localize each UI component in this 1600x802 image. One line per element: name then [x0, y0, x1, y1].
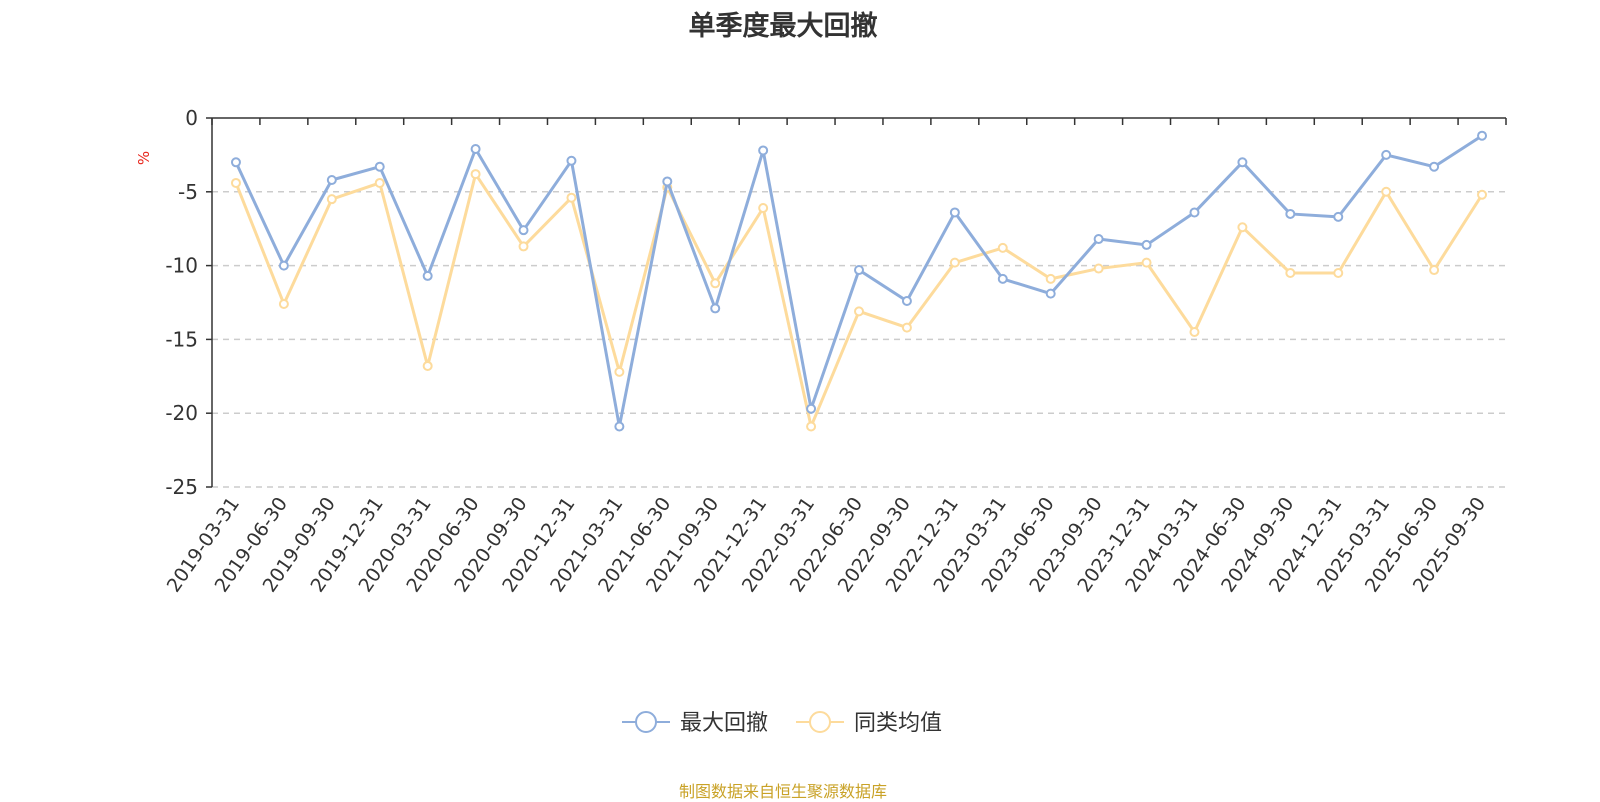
- legend: 最大回撤 同类均值: [622, 711, 942, 736]
- data-point: [1381, 149, 1392, 160]
- data-point: [230, 177, 241, 188]
- legend-swatch-marker: [635, 711, 657, 733]
- series-line: [234, 172, 1484, 428]
- data-point: [710, 278, 721, 289]
- y-tick-label: 0: [185, 106, 198, 130]
- data-point: [1285, 267, 1296, 278]
- data-point: [470, 143, 481, 154]
- data-point: [1093, 263, 1104, 274]
- data-point: [1429, 265, 1440, 276]
- data-point: [758, 145, 769, 156]
- data-point: [806, 403, 817, 414]
- data-point: [518, 241, 529, 252]
- data-point: [1189, 327, 1200, 338]
- data-point: [1237, 157, 1248, 168]
- data-point: [1381, 186, 1392, 197]
- legend-label: 最大回撤: [680, 711, 768, 736]
- data-point: [1429, 161, 1440, 172]
- y-tick-label: -20: [165, 401, 198, 425]
- data-point: [758, 203, 769, 214]
- data-point: [1189, 207, 1200, 218]
- data-point: [278, 260, 289, 271]
- data-source-note: 制图数据来自恒生聚源数据库: [678, 782, 887, 801]
- data-point: [1237, 222, 1248, 233]
- data-point: [614, 366, 625, 377]
- data-point: [1045, 288, 1056, 299]
- data-point: [662, 176, 673, 187]
- data-point: [374, 177, 385, 188]
- data-point: [710, 303, 721, 314]
- data-point: [1093, 234, 1104, 245]
- data-point: [901, 296, 912, 307]
- data-point: [1333, 267, 1344, 278]
- data-point: [1141, 257, 1152, 268]
- data-point: [422, 270, 433, 281]
- y-tick-label: -5: [178, 180, 198, 204]
- data-point: [854, 306, 864, 317]
- data-point: [374, 161, 385, 172]
- y-tick-label: -10: [165, 254, 198, 278]
- data-point: [1285, 208, 1296, 219]
- data-point: [422, 360, 433, 371]
- legend-label: 同类均值: [854, 711, 942, 736]
- data-point: [470, 169, 481, 180]
- data-point: [949, 207, 960, 218]
- series-line: [234, 134, 1483, 428]
- data-point: [278, 298, 289, 309]
- data-point: [518, 225, 529, 236]
- data-point: [901, 322, 912, 333]
- data-point: [1045, 273, 1056, 284]
- data-point: [566, 192, 577, 203]
- data-point: [1333, 211, 1344, 222]
- data-point: [566, 155, 577, 166]
- grid-lines: [212, 191, 1506, 488]
- data-point: [854, 265, 864, 276]
- data-point: [230, 157, 241, 168]
- data-point: [1477, 189, 1488, 200]
- chart-title: 单季度最大回撤: [688, 11, 878, 42]
- data-point: [614, 421, 625, 432]
- data-point: [326, 174, 337, 185]
- y-axis-label: %: [135, 151, 153, 165]
- y-tick-label: -15: [165, 327, 198, 351]
- data-point: [997, 273, 1008, 284]
- series-lines: [230, 130, 1488, 432]
- y-tick-label: -25: [165, 475, 198, 499]
- legend-swatch-marker: [809, 711, 831, 733]
- data-point: [1141, 239, 1152, 250]
- data-point: [1477, 130, 1488, 141]
- data-point: [949, 257, 960, 268]
- data-point: [806, 421, 817, 432]
- data-point: [997, 242, 1008, 253]
- data-point: [326, 194, 337, 205]
- axes: 0-5-10-15-20-25%2019-03-312019-06-302019…: [135, 106, 1507, 596]
